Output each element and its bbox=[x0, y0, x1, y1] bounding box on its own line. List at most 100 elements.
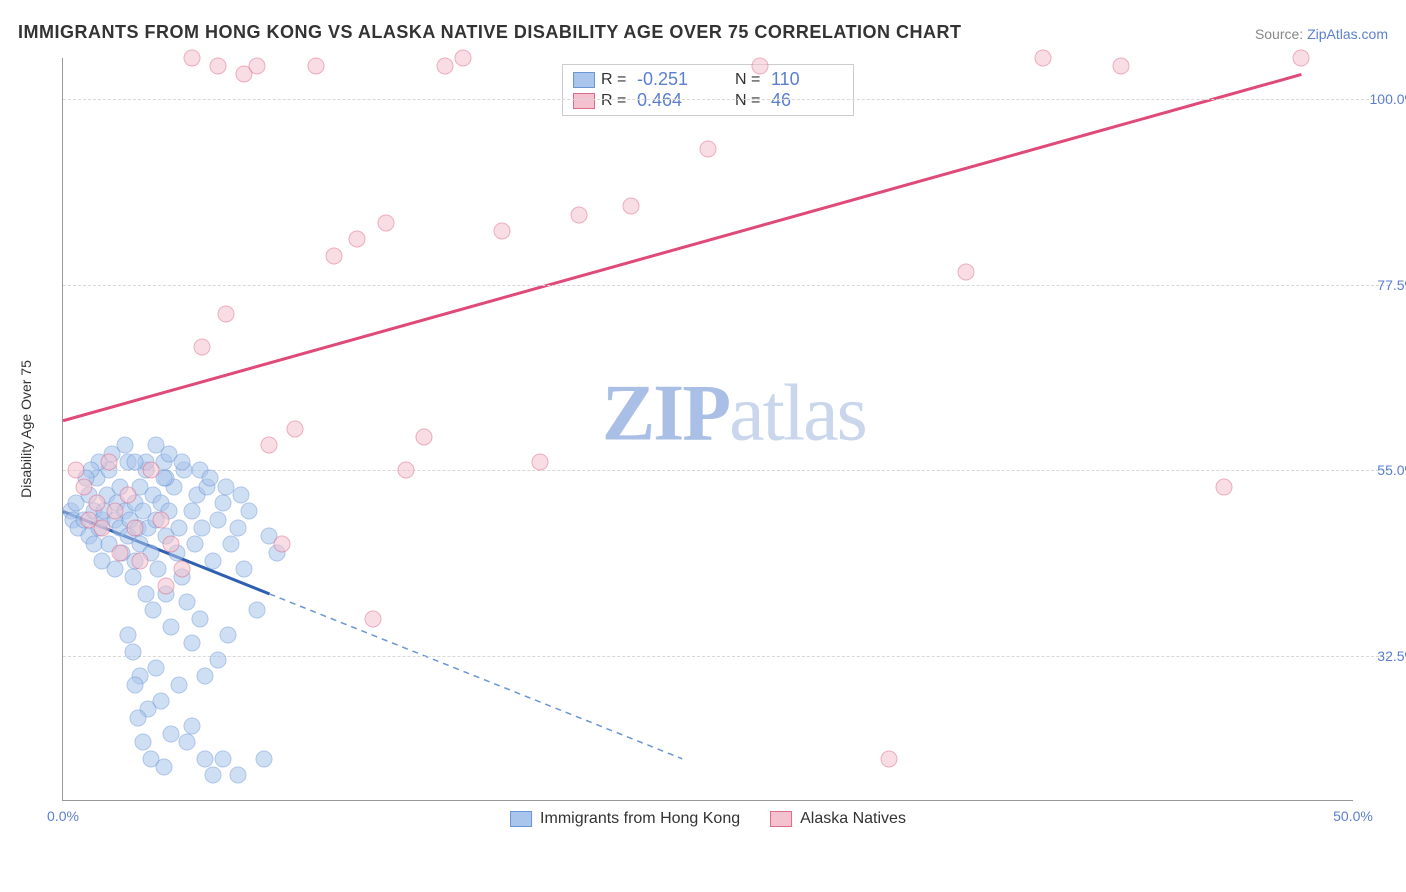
data-point bbox=[173, 453, 190, 470]
data-point bbox=[155, 759, 172, 776]
data-point bbox=[256, 750, 273, 767]
data-point bbox=[209, 511, 226, 528]
data-point bbox=[184, 50, 201, 67]
data-point bbox=[124, 643, 141, 660]
data-point bbox=[202, 470, 219, 487]
data-point bbox=[75, 478, 92, 495]
data-point bbox=[454, 50, 471, 67]
legend-swatch bbox=[573, 93, 595, 109]
data-point bbox=[217, 478, 234, 495]
data-point bbox=[233, 486, 250, 503]
correlation-legend-row: R =0.464N =46 bbox=[573, 90, 843, 111]
data-point bbox=[194, 338, 211, 355]
data-point bbox=[124, 569, 141, 586]
data-point bbox=[191, 610, 208, 627]
data-point bbox=[1216, 478, 1233, 495]
correlation-legend: R =-0.251N =110R =0.464N =46 bbox=[562, 64, 854, 116]
r-label: R = bbox=[601, 71, 631, 89]
regression-line bbox=[63, 74, 1301, 420]
data-point bbox=[93, 519, 110, 536]
data-point bbox=[217, 305, 234, 322]
data-point bbox=[150, 561, 167, 578]
data-point bbox=[127, 676, 144, 693]
y-tick-label: 32.5% bbox=[1377, 648, 1406, 664]
data-point bbox=[106, 561, 123, 578]
data-point bbox=[119, 486, 136, 503]
data-point bbox=[325, 247, 342, 264]
data-point bbox=[307, 58, 324, 75]
data-point bbox=[196, 668, 213, 685]
data-point bbox=[67, 462, 84, 479]
y-axis-label: Disability Age Over 75 bbox=[18, 360, 34, 498]
data-point bbox=[184, 503, 201, 520]
data-point bbox=[958, 264, 975, 281]
data-point bbox=[230, 767, 247, 784]
data-point bbox=[235, 561, 252, 578]
watermark: ZIPatlas bbox=[602, 369, 866, 460]
watermark-zip: ZIP bbox=[602, 370, 729, 458]
correlation-legend-row: R =-0.251N =110 bbox=[573, 69, 843, 90]
data-point bbox=[532, 453, 549, 470]
data-point bbox=[364, 610, 381, 627]
data-point bbox=[493, 223, 510, 240]
data-point bbox=[214, 495, 231, 512]
chart-title: IMMIGRANTS FROM HONG KONG VS ALASKA NATI… bbox=[18, 22, 962, 43]
data-point bbox=[145, 602, 162, 619]
y-tick-label: 55.0% bbox=[1377, 462, 1406, 478]
data-point bbox=[158, 577, 175, 594]
data-point bbox=[127, 453, 144, 470]
data-point bbox=[142, 462, 159, 479]
data-point bbox=[287, 421, 304, 438]
data-point bbox=[171, 519, 188, 536]
data-point bbox=[119, 627, 136, 644]
gridline-h bbox=[63, 99, 1389, 100]
series-legend-item: Immigrants from Hong Kong bbox=[510, 810, 740, 828]
data-point bbox=[101, 453, 118, 470]
gridline-h bbox=[63, 285, 1389, 286]
series-name: Alaska Natives bbox=[800, 810, 906, 828]
n-value: 110 bbox=[771, 69, 843, 90]
data-point bbox=[173, 561, 190, 578]
x-tick-label: 50.0% bbox=[1333, 808, 1373, 824]
source-link[interactable]: ZipAtlas.com bbox=[1307, 26, 1388, 42]
gridline-h bbox=[63, 470, 1389, 471]
data-point bbox=[1035, 50, 1052, 67]
series-legend: Immigrants from Hong Kong Alaska Natives bbox=[510, 810, 906, 828]
data-point bbox=[85, 536, 102, 553]
data-point bbox=[178, 734, 195, 751]
data-point bbox=[194, 519, 211, 536]
data-point bbox=[184, 635, 201, 652]
source-attribution: Source: ZipAtlas.com bbox=[1255, 26, 1388, 42]
data-point bbox=[398, 462, 415, 479]
x-tick-label: 0.0% bbox=[47, 808, 79, 824]
legend-swatch bbox=[573, 72, 595, 88]
data-point bbox=[1112, 58, 1129, 75]
data-point bbox=[209, 58, 226, 75]
data-point bbox=[209, 651, 226, 668]
plot-area: ZIPatlas R =-0.251N =110R =0.464N =46 Im… bbox=[62, 58, 1353, 801]
r-label: R = bbox=[601, 92, 631, 110]
data-point bbox=[111, 544, 128, 561]
data-point bbox=[153, 511, 170, 528]
gridline-h bbox=[63, 656, 1389, 657]
n-value: 46 bbox=[771, 90, 843, 111]
data-point bbox=[127, 519, 144, 536]
source-prefix: Source: bbox=[1255, 26, 1307, 42]
regression-line bbox=[269, 594, 682, 759]
data-point bbox=[184, 717, 201, 734]
data-point bbox=[751, 58, 768, 75]
legend-swatch bbox=[510, 811, 532, 827]
data-point bbox=[163, 536, 180, 553]
data-point bbox=[204, 552, 221, 569]
data-point bbox=[129, 709, 146, 726]
data-point bbox=[153, 693, 170, 710]
data-point bbox=[137, 585, 154, 602]
data-point bbox=[240, 503, 257, 520]
data-point bbox=[377, 214, 394, 231]
data-point bbox=[163, 726, 180, 743]
data-point bbox=[1293, 50, 1310, 67]
data-point bbox=[106, 503, 123, 520]
data-point bbox=[147, 437, 164, 454]
data-point bbox=[132, 552, 149, 569]
watermark-atlas: atlas bbox=[729, 370, 866, 458]
